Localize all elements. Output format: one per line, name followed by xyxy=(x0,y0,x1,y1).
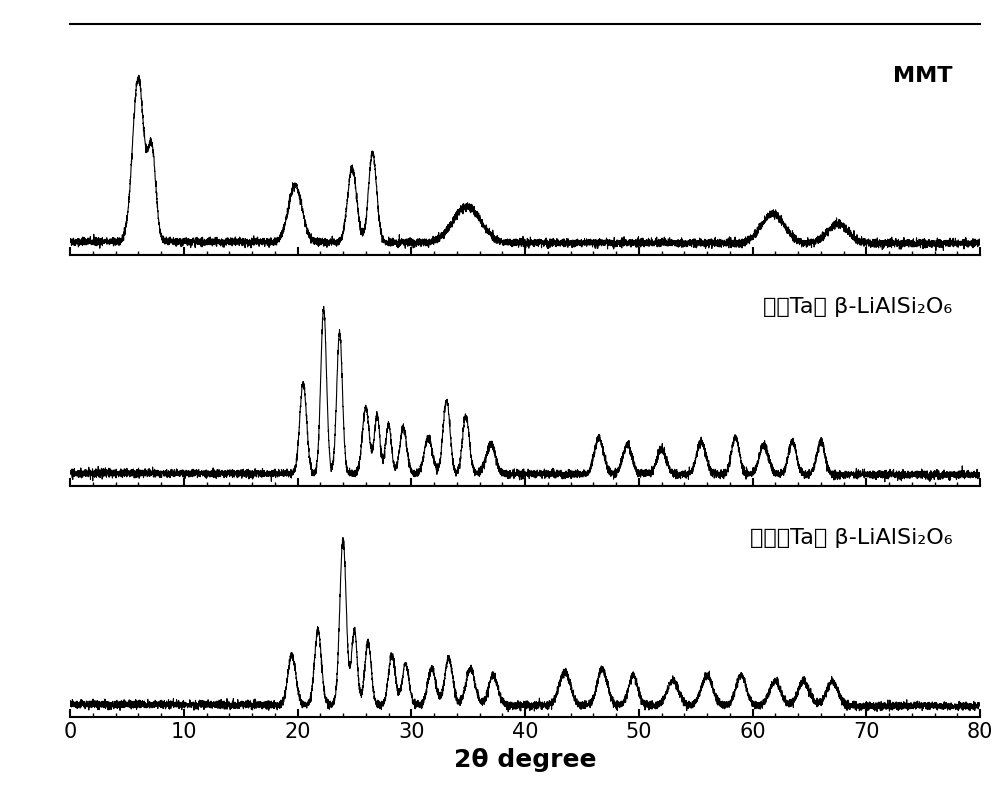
Text: MMT: MMT xyxy=(893,65,953,85)
X-axis label: 2θ degree: 2θ degree xyxy=(454,748,596,771)
Text: 未掺杂Ta的 β-LiAlSi₂O₆: 未掺杂Ta的 β-LiAlSi₂O₆ xyxy=(750,528,953,548)
Text: 掺杂Ta的 β-LiAlSi₂O₆: 掺杂Ta的 β-LiAlSi₂O₆ xyxy=(763,296,953,316)
